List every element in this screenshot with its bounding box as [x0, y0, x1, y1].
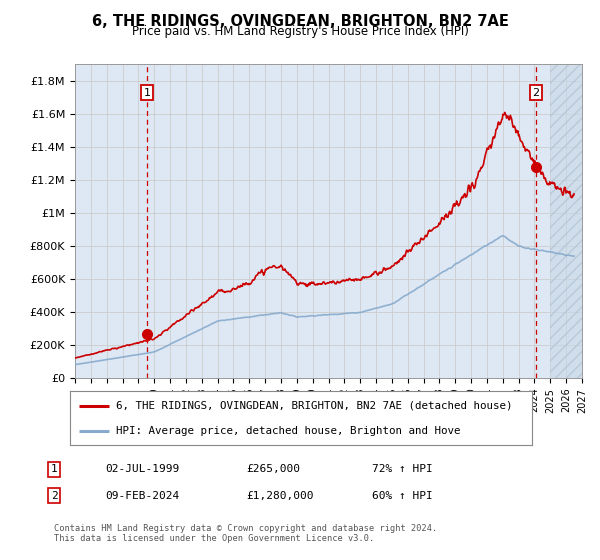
Text: 6, THE RIDINGS, OVINGDEAN, BRIGHTON, BN2 7AE (detached house): 6, THE RIDINGS, OVINGDEAN, BRIGHTON, BN2…	[116, 400, 513, 410]
Text: Contains HM Land Registry data © Crown copyright and database right 2024.
This d: Contains HM Land Registry data © Crown c…	[54, 524, 437, 543]
Text: Price paid vs. HM Land Registry's House Price Index (HPI): Price paid vs. HM Land Registry's House …	[131, 25, 469, 38]
Text: £265,000: £265,000	[246, 464, 300, 474]
Text: 1: 1	[143, 87, 151, 97]
Bar	[550, 64, 582, 378]
Text: 6, THE RIDINGS, OVINGDEAN, BRIGHTON, BN2 7AE: 6, THE RIDINGS, OVINGDEAN, BRIGHTON, BN2…	[92, 14, 508, 29]
Text: 60% ↑ HPI: 60% ↑ HPI	[372, 491, 433, 501]
Text: 09-FEB-2024: 09-FEB-2024	[105, 491, 179, 501]
Text: £1,280,000: £1,280,000	[246, 491, 314, 501]
Text: 02-JUL-1999: 02-JUL-1999	[105, 464, 179, 474]
Text: 2: 2	[50, 491, 58, 501]
Text: 1: 1	[50, 464, 58, 474]
Text: 72% ↑ HPI: 72% ↑ HPI	[372, 464, 433, 474]
Text: 2: 2	[532, 87, 539, 97]
Text: HPI: Average price, detached house, Brighton and Hove: HPI: Average price, detached house, Brig…	[116, 426, 461, 436]
